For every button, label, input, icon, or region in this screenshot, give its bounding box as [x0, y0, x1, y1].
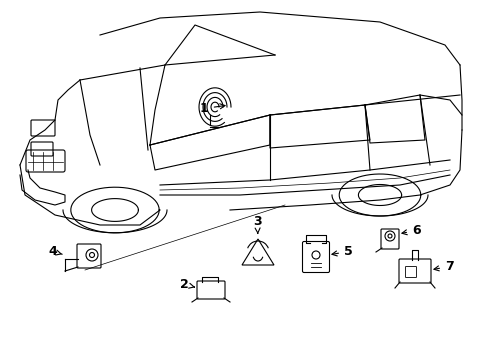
- Text: 5: 5: [331, 245, 352, 258]
- Text: 3: 3: [252, 215, 261, 234]
- Text: 7: 7: [433, 260, 453, 273]
- Text: 6: 6: [401, 224, 420, 237]
- Text: 2: 2: [180, 278, 194, 291]
- Text: 1: 1: [200, 102, 224, 115]
- Text: 4: 4: [48, 245, 62, 258]
